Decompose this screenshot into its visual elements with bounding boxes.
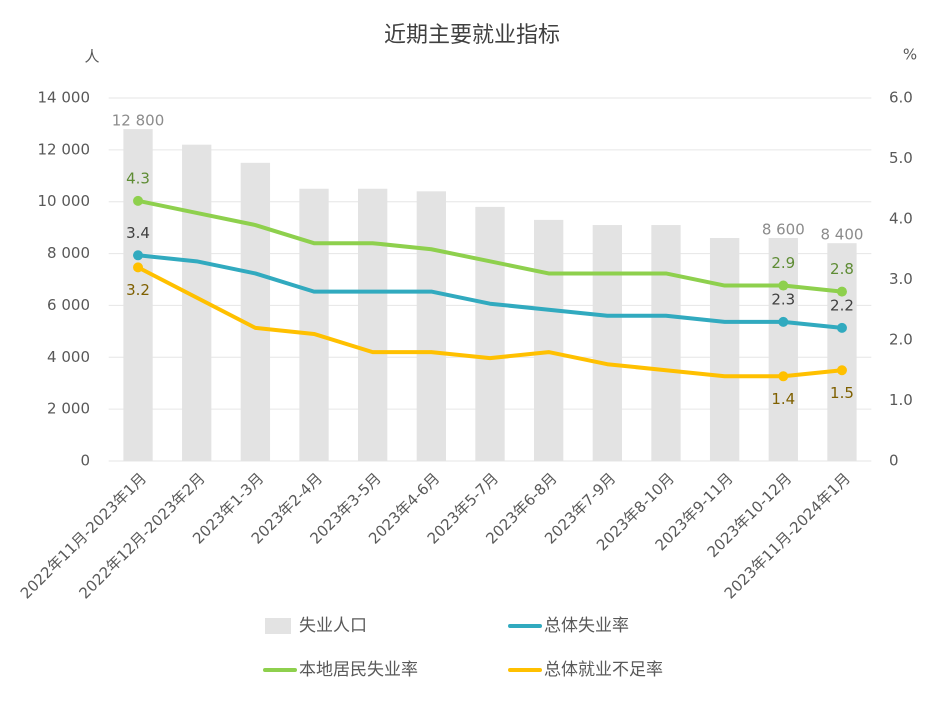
line	[136, 265, 844, 379]
legend-label: 总体失业率	[544, 616, 629, 636]
point-marker	[836, 322, 847, 333]
point-value-label: 2.9	[771, 254, 795, 272]
y-axis-label: 人	[84, 48, 99, 66]
y-tick-label: 0	[80, 452, 90, 470]
point-value-label: 2.3	[771, 290, 795, 308]
y-tick-label: 14 000	[38, 89, 91, 107]
chart-title: 近期主要就业指标	[384, 23, 560, 48]
point-value-label: 1.4	[771, 390, 795, 408]
bar-value-label: 8 600	[762, 221, 805, 239]
point-marker	[133, 250, 144, 261]
y2-tick-label: 6.0	[889, 89, 913, 107]
y-tick-label: 2 000	[47, 400, 90, 418]
bar	[240, 162, 271, 462]
point-value-label: 3.2	[126, 281, 150, 299]
y2-axis-label: %	[903, 46, 917, 64]
point-value-label: 1.5	[830, 384, 854, 402]
legend-label: 本地居民失业率	[299, 660, 418, 680]
point-value-label: 2.8	[830, 260, 854, 278]
legend-label: 失业人口	[299, 616, 367, 636]
bar	[358, 188, 388, 461]
legend-swatch	[265, 618, 291, 634]
y2-tick-label: 2.0	[889, 331, 913, 349]
bar	[651, 225, 681, 461]
bar	[592, 225, 622, 461]
bar	[416, 191, 447, 462]
y2-tick-label: 4.0	[889, 210, 913, 228]
point-marker	[778, 280, 789, 291]
point-marker	[836, 286, 847, 297]
point-marker	[778, 371, 789, 382]
bar	[475, 206, 505, 461]
y2-tick-label: 5.0	[889, 149, 913, 167]
y-tick-label: 12 000	[38, 140, 91, 158]
point-value-label: 4.3	[126, 169, 150, 187]
y2-tick-label: 3.0	[889, 270, 913, 288]
bar	[827, 243, 857, 461]
y-tick-label: 8 000	[47, 244, 90, 262]
point-marker	[133, 195, 144, 206]
line	[136, 198, 844, 294]
y-tick-label: 4 000	[47, 348, 90, 366]
y-tick-label: 6 000	[47, 296, 90, 314]
point-value-label: 3.4	[126, 224, 150, 242]
bar	[768, 238, 798, 461]
point-marker	[778, 316, 789, 327]
line	[136, 253, 844, 330]
legend-label: 总体就业不足率	[544, 660, 663, 680]
point-marker	[836, 365, 847, 376]
bar	[299, 188, 329, 461]
y-tick-label: 10 000	[38, 192, 91, 210]
y2-tick-label: 0	[889, 452, 899, 470]
point-value-label: 2.2	[830, 296, 854, 314]
bar	[709, 238, 740, 461]
point-marker	[133, 262, 144, 273]
bar-value-label: 8 400	[820, 226, 863, 244]
y2-tick-label: 1.0	[889, 391, 913, 409]
bar	[533, 219, 564, 461]
bar-value-label: 12 800	[112, 112, 165, 130]
bar	[123, 129, 153, 461]
